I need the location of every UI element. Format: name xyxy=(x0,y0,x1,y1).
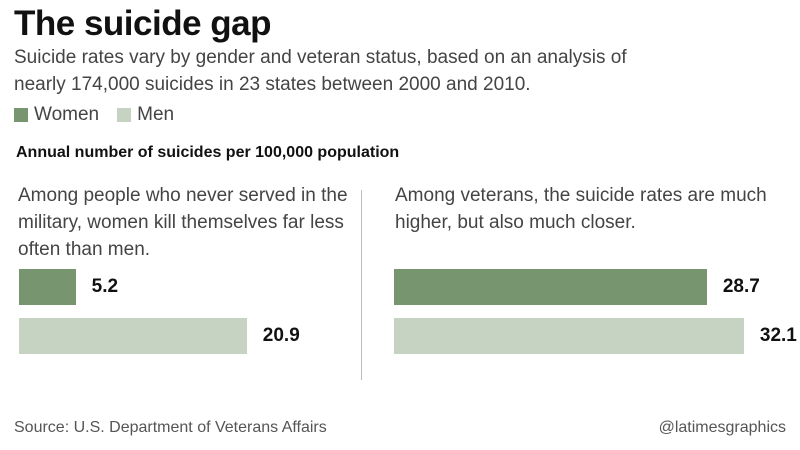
credit-note: @latimesgraphics xyxy=(658,419,786,436)
panel-note-veterans: Among veterans, the suicide rates are mu… xyxy=(395,185,767,233)
bar-value-label: 28.7 xyxy=(722,276,760,297)
bar-value-label: 5.2 xyxy=(91,276,119,297)
source-note: Source: U.S. Department of Veterans Affa… xyxy=(14,419,327,436)
legend-swatch-women xyxy=(14,108,28,122)
legend-label-women: Women xyxy=(34,104,100,125)
bar-veteran-women xyxy=(394,269,707,305)
legend-item-men: Men xyxy=(117,104,174,126)
bar-value-label: 32.1 xyxy=(759,325,797,346)
chart-title: The suicide gap xyxy=(14,4,272,43)
bar-nonveteran-women xyxy=(19,269,76,305)
bar-nonveteran-men xyxy=(19,318,247,354)
chart-subtitle: Suicide rates vary by gender and veteran… xyxy=(14,47,627,95)
panel-note-nonveterans: Among people who never served in the mil… xyxy=(18,185,348,260)
bar-veteran-men xyxy=(394,318,744,354)
legend: Women Men xyxy=(14,104,192,126)
legend-swatch-men xyxy=(117,108,132,122)
panel-divider xyxy=(361,190,362,380)
legend-item-women: Women xyxy=(14,104,99,126)
legend-label-men: Men xyxy=(137,104,175,125)
measure-label: Annual number of suicides per 100,000 po… xyxy=(16,144,400,161)
bar-value-label: 20.9 xyxy=(262,325,300,346)
